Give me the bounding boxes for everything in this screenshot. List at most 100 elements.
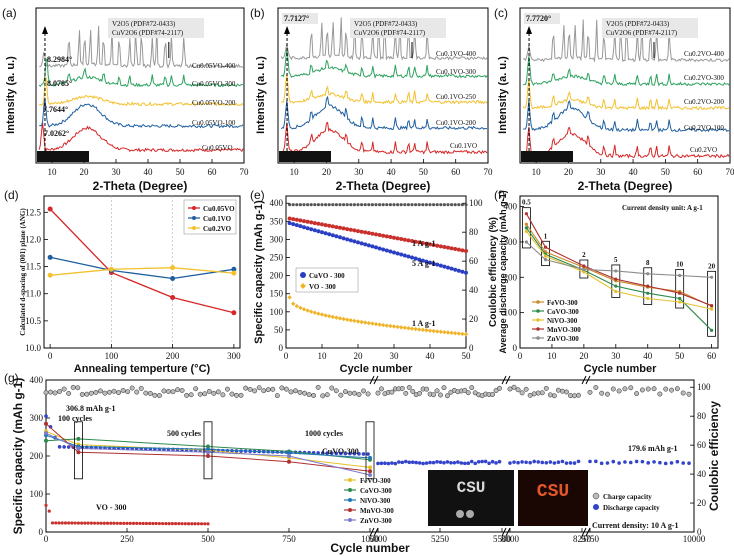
point-e-2-12 xyxy=(327,313,332,319)
ce-point-g-136 xyxy=(645,386,651,392)
ce-point-g-59 xyxy=(311,393,317,398)
ce-point-e-1 xyxy=(288,203,292,207)
point-e-2-17 xyxy=(345,317,350,322)
legend-c-2: Cu0.2VO-200 xyxy=(684,98,724,106)
legend-f-label-2: NiVO-300 xyxy=(547,317,578,325)
point-e-0-46 xyxy=(449,266,454,271)
y2tick-label-g-3: 60 xyxy=(697,440,707,450)
legend-d-marker-0 xyxy=(192,206,196,210)
point-f-2-6 xyxy=(710,307,714,311)
ytick-label-g-4: 400 xyxy=(30,375,44,385)
plane-label-c: (001) plane xyxy=(524,153,556,161)
ce-point-e-35 xyxy=(410,203,414,207)
point-e-1-50 xyxy=(464,249,468,254)
point-f-4-2 xyxy=(582,267,586,272)
point-e-0-33 xyxy=(402,253,407,258)
vo-point-g-360 xyxy=(161,521,165,526)
capacity-point-g-61 xyxy=(320,451,325,455)
ce-point-g-27 xyxy=(166,388,171,394)
capacity-point-g-140 xyxy=(669,461,674,465)
peak-arrowhead-pb xyxy=(284,26,291,34)
xtick-label-pb-6: 70 xyxy=(484,167,494,177)
vo-point-g-300 xyxy=(141,521,145,526)
point-e-2-40 xyxy=(427,328,433,333)
vo-point-g-440 xyxy=(186,522,191,526)
series-label-vo: VO - 300 xyxy=(96,503,127,512)
ce-point-g-91 xyxy=(441,385,447,391)
point-f-1-3 xyxy=(614,284,618,288)
series-label-cuvo: CuVO-300 xyxy=(322,447,359,456)
point-d-1-0 xyxy=(47,254,53,260)
axis-break-top-g-2a xyxy=(581,375,587,385)
xrd-trace-pb-2 xyxy=(281,73,488,105)
xtick-label-g-0: 0 xyxy=(44,534,49,544)
ce-point-g-89 xyxy=(434,388,440,394)
point-e-1-48 xyxy=(456,247,461,252)
ce-point-g-19 xyxy=(129,385,135,391)
vo-point-g-290 xyxy=(138,521,142,526)
ce-point-e-31 xyxy=(396,203,400,207)
point-f-2-4 xyxy=(646,296,650,301)
xtick-label-g-11: 10000 xyxy=(683,534,706,544)
vo-point-g-170 xyxy=(99,521,103,525)
point-e-1-33 xyxy=(402,237,407,242)
panel-e-xlabel: Cycle number xyxy=(340,363,413,375)
ce-point-g-107 xyxy=(497,385,502,391)
ce-point-g-121 xyxy=(559,388,565,394)
point-e-1-19 xyxy=(352,228,357,233)
vo-point-g-60 xyxy=(63,521,68,525)
y2tick-label-g-1: 20 xyxy=(697,498,707,508)
point-e-0-23 xyxy=(366,243,371,248)
capacity-point-g-71 xyxy=(366,452,370,456)
xtick-label-f-2: 20 xyxy=(579,351,589,361)
vo-point-g-230 xyxy=(118,521,123,525)
vo-point-g-220 xyxy=(115,521,119,525)
ce-point-g-49 xyxy=(265,387,271,393)
ce-point-e-19 xyxy=(352,203,356,207)
vo-point-g-240 xyxy=(122,521,126,525)
capacity-point-g-125 xyxy=(576,459,581,464)
panel-f-ylabel: Average discharge capacity (mAh g-1) xyxy=(498,190,508,353)
ce-point-g-52 xyxy=(279,385,285,391)
capacity-point-g-94 xyxy=(452,460,457,465)
legend-f-marker-4 xyxy=(536,336,540,340)
point-d-1-2 xyxy=(170,276,176,282)
point-e-0-24 xyxy=(370,244,375,249)
ce-point-e-45 xyxy=(446,203,450,207)
point-e-1-6 xyxy=(305,219,310,224)
capacity-point-g-139 xyxy=(663,461,668,466)
ce-point-g-120 xyxy=(555,387,561,393)
point-f-3-3 xyxy=(614,277,618,281)
capacity-point-g-132 xyxy=(623,460,627,464)
vo-point-g-270 xyxy=(131,521,136,525)
ytick-label-d-0: 10.0 xyxy=(25,343,41,353)
point-e-0-6 xyxy=(305,226,310,231)
peak-label-c: 7.7720° xyxy=(526,14,551,23)
photo-right xyxy=(518,470,588,526)
ce-point-g-84 xyxy=(417,390,423,396)
ce-point-g-62 xyxy=(324,392,330,398)
ce-point-g-134 xyxy=(634,391,640,397)
peak-arrowhead-pa xyxy=(41,26,48,34)
legend-g-marker-0 xyxy=(348,478,352,482)
capacity-point-g-92 xyxy=(445,460,450,464)
capacity-point-g-81 xyxy=(407,460,412,465)
xrd-trace-pb-3 xyxy=(280,49,488,80)
ce-point-g-24 xyxy=(152,392,158,398)
legend-g-label-2: NiVO-300 xyxy=(360,497,391,505)
ce-point-g-117 xyxy=(543,385,549,391)
point-e-2-31 xyxy=(395,324,400,330)
ce-point-e-21 xyxy=(360,203,364,207)
point-f-4-3 xyxy=(614,269,618,273)
vo-point-g-400 xyxy=(174,522,178,526)
y2tick-label-e-2: 40 xyxy=(469,285,479,295)
point-e-1-41 xyxy=(431,243,436,248)
point-f-3-1 xyxy=(543,245,548,249)
legend-g2-discharge: Discharge capacity xyxy=(603,504,660,512)
point-e-1-28 xyxy=(384,234,389,239)
point-d-2-0 xyxy=(47,272,53,278)
ytick-label-g-0: 0 xyxy=(39,527,44,537)
ce-point-g-55 xyxy=(293,388,298,394)
peak-box-c xyxy=(524,13,560,24)
ce-point-g-110 xyxy=(515,387,521,393)
